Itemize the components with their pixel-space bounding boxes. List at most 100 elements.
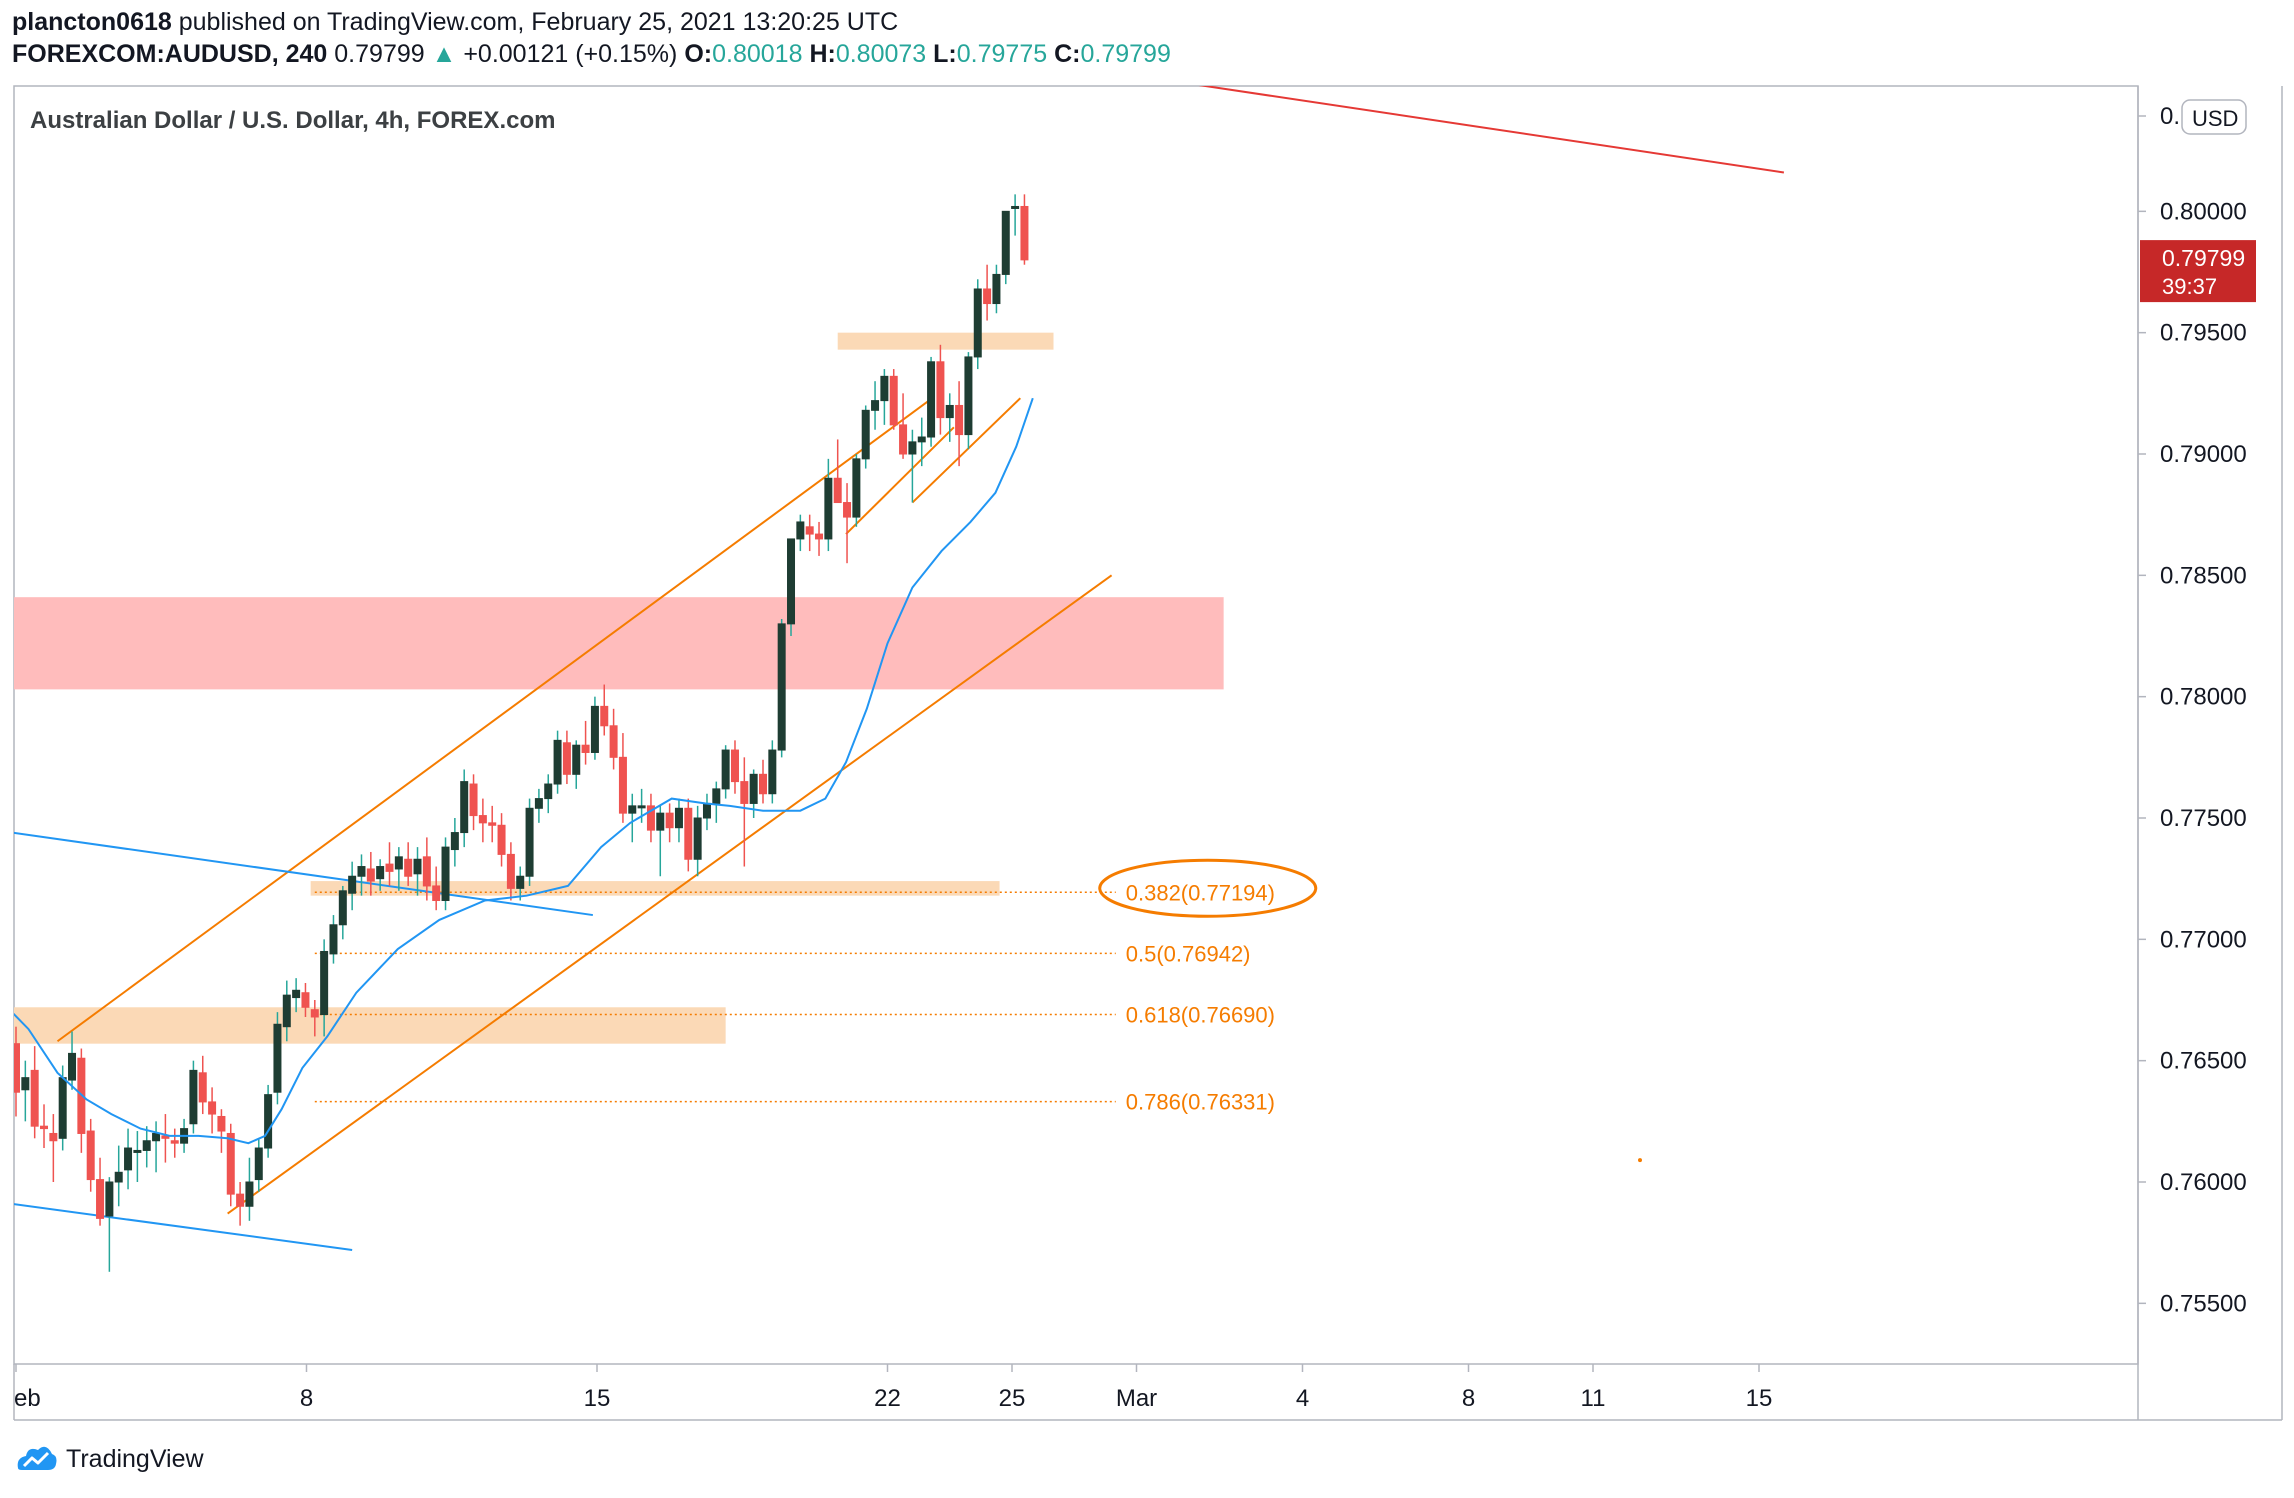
candle [730, 740, 739, 794]
chart-frame [13, 85, 2283, 1421]
candle-body [590, 705, 599, 753]
candle [404, 842, 413, 886]
marker-dot [1638, 1158, 1642, 1163]
candle-body [30, 1069, 39, 1127]
candle-body [366, 868, 375, 882]
candle-body [161, 1135, 170, 1139]
candle [338, 885, 347, 940]
candle-body [759, 773, 767, 795]
candle-body [618, 756, 627, 814]
y-tick-label: 0.77000 [2160, 926, 2247, 953]
candle [488, 805, 497, 843]
candle [656, 805, 665, 877]
footer-brand[interactable]: TradingView [66, 1444, 204, 1473]
bar-countdown: 39:37 [2162, 274, 2217, 299]
candle-body [478, 815, 487, 824]
x-tick-label: 25 [999, 1385, 1026, 1412]
candle [68, 1031, 77, 1090]
candle [469, 774, 478, 831]
x-tick-label: 15 [584, 1385, 611, 1412]
x-tick-label: Mar [1116, 1385, 1157, 1412]
trendline-channel-lower [227, 574, 1113, 1215]
candle [21, 1060, 30, 1122]
candle-body [404, 858, 413, 877]
candle-body [544, 783, 553, 800]
candle-body [86, 1130, 95, 1181]
candle [544, 774, 553, 814]
axes-layer: 0.75500 0.76000 0.76500 0.77000 0.77500 0.780… [14, 99, 2256, 1412]
candle-body [310, 1009, 319, 1018]
candle [590, 696, 599, 760]
candle-body [917, 436, 926, 443]
candle [301, 983, 310, 1017]
candle-body [712, 788, 721, 804]
candle-body [133, 1149, 142, 1153]
candle [955, 381, 964, 467]
candle [432, 866, 441, 911]
candle [684, 798, 693, 872]
currency-badge[interactable] [2181, 99, 2247, 135]
candle-body [889, 375, 898, 426]
candle [460, 769, 469, 848]
y-tick-label: 0.75500 [2160, 1290, 2247, 1317]
candle-body [497, 824, 506, 855]
x-tick-label: 8 [300, 1385, 313, 1412]
candle [96, 1157, 105, 1226]
candle-body [936, 361, 945, 419]
y-tick-label-partial: 0. [2160, 103, 2180, 130]
candle [189, 1060, 198, 1134]
close-value: 0.79799 [1080, 40, 1171, 68]
fib-label-0.786: 0.786(0.76331) [1126, 1090, 1275, 1115]
candle [777, 619, 786, 758]
low-label: L: [933, 40, 957, 68]
candle [208, 1087, 217, 1134]
candle-body [329, 924, 338, 955]
candle [254, 1138, 263, 1192]
candle [562, 730, 571, 785]
candle-body [1020, 205, 1029, 261]
candle-body [665, 812, 674, 829]
candle [376, 859, 385, 891]
candle [77, 1048, 86, 1153]
candle-body [843, 502, 852, 518]
candle-body [684, 807, 693, 860]
candle [609, 708, 618, 770]
symbol-info: FOREXCOM:AUDUSD, 240 0.79799 ▲ +0.00121 … [12, 40, 1171, 69]
candle-body [394, 856, 403, 870]
candle-body [40, 1125, 49, 1130]
candle-body [861, 409, 870, 460]
candle-body [581, 744, 590, 753]
high-value: 0.80073 [835, 40, 927, 68]
candle [973, 279, 982, 370]
candle-body [796, 521, 805, 540]
candle [40, 1104, 49, 1149]
candle [665, 803, 674, 843]
published-line: published on TradingView.com, February 2… [178, 8, 899, 36]
candle-body [292, 989, 301, 999]
candle-body [824, 477, 833, 540]
candle-body [628, 805, 637, 814]
candle [787, 538, 796, 636]
candle-body [852, 458, 861, 518]
candle [310, 1000, 319, 1037]
candle-body [208, 1101, 217, 1115]
candle [348, 861, 357, 911]
candle-body [348, 875, 357, 894]
candle-body [572, 744, 581, 775]
candle [693, 805, 702, 877]
candle [236, 1182, 245, 1226]
candle [450, 818, 459, 867]
y-tick-label: 0.78500 [2160, 562, 2247, 589]
candle [516, 866, 525, 901]
candle-body [506, 853, 515, 889]
candle [899, 393, 908, 459]
candle-body [170, 1140, 179, 1144]
x-tick-label: 15 [1746, 1385, 1773, 1412]
x-tick-label: 8 [1462, 1385, 1475, 1412]
publisher-name[interactable]: plancton0618 [12, 8, 172, 36]
candle [86, 1118, 95, 1192]
candle-body [282, 994, 291, 1028]
trendlines-layer [14, 86, 1785, 1251]
candle-body [927, 361, 936, 438]
